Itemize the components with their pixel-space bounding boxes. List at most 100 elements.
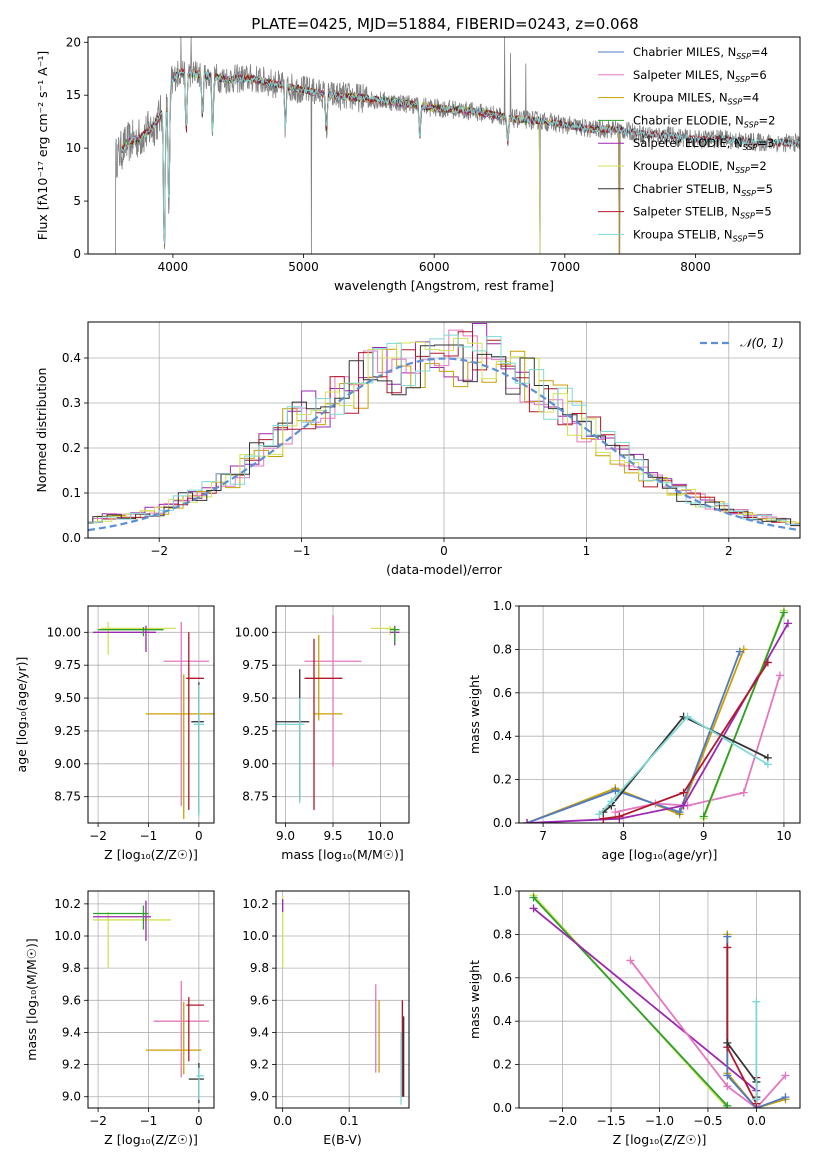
mass-weight-marker [529, 904, 538, 913]
y-tick-label: 0.6 [493, 686, 512, 700]
mass-weight-marker [675, 808, 684, 817]
mass-weight-line [615, 675, 781, 813]
errorbar-point [390, 627, 400, 643]
y-tick-label: 0.4 [493, 1014, 512, 1028]
y-axis-label: mass weight [467, 675, 482, 754]
x-tick-label: 1 [583, 544, 591, 558]
y-tick-label: 0.2 [493, 773, 512, 787]
x-tick-label: 8000 [680, 260, 711, 274]
mass-weight-marker [735, 647, 744, 656]
weight_vs_age-frame: 7 8 9 10 0.0 0.2 0.4 0.6 0.8 1.0 age [log₁₀(age/yr… [467, 599, 801, 862]
x-axis-label: mass [log₁₀(M/M☉)] [281, 847, 403, 862]
mass_vs_Z-frame: −2 −1 0 9.0 9.2 9.4 9.6 9.8 10.0 10.2 Z [log₁₀(Z/Z… [24, 890, 215, 1147]
y-tick-label: 9.75 [242, 658, 269, 672]
axes-frame [87, 36, 801, 255]
x-tick-label: 5000 [288, 260, 319, 274]
x-tick-label: 10.0 [367, 829, 394, 843]
normal-reference-curve [88, 357, 800, 532]
x-tick-label: 0.0 [273, 1114, 292, 1128]
mass-weight-marker [775, 671, 784, 680]
y-tick-label: 1.0 [493, 599, 512, 613]
y-tick-label: 9.2 [250, 1058, 269, 1072]
x-tick-label: 2 [725, 544, 733, 558]
y-tick-label: 0.8 [493, 927, 512, 941]
age_vs_mass-axes [276, 606, 409, 823]
x-axis-label: wavelength [Angstrom, rest frame] [334, 278, 554, 293]
x-tick-label: −1.5 [596, 1114, 625, 1128]
legend-label: 𝒩(0, 1) [740, 336, 784, 350]
mass-weight-marker [615, 812, 624, 821]
y-tick-label: 15 [66, 88, 81, 102]
axes-frame [87, 890, 215, 1109]
y-tick-label: 0.0 [493, 816, 512, 830]
mass_vs_ebv-plot-area [281, 895, 405, 1105]
errorbar-point [276, 669, 310, 801]
mass-weight-marker [723, 1071, 732, 1080]
y-tick-label: 0.4 [62, 351, 81, 365]
mass_vs_Z-plot-area [93, 900, 209, 1104]
mass-weight-marker [607, 797, 616, 806]
x-tick-label: −1 [140, 1114, 158, 1128]
mass-weight-marker [723, 1101, 732, 1108]
y-tick-label: 10 [66, 141, 81, 155]
mass-weight-marker [723, 943, 732, 952]
x-tick-label: 0.0 [747, 1114, 766, 1128]
y-axis-label: age [log₁₀(age/yr)] [14, 657, 29, 773]
model-spectrum-line [120, 68, 800, 246]
axes-frame [87, 605, 215, 824]
mass-weight-marker [739, 645, 748, 654]
legend-label: Chabrier STELIB, NSSP=5 [633, 182, 773, 198]
legend-label: Salpeter ELODIE, NSSP=3 [633, 136, 774, 152]
weight_vs_age-axes [519, 605, 800, 824]
mass-weight-line [526, 651, 741, 823]
mass-weight-marker [723, 1082, 732, 1091]
errorbar-point [98, 627, 164, 637]
y-axis-label: mass weight [467, 960, 482, 1039]
mass-weight-marker [763, 760, 772, 769]
y-tick-label: 9.8 [62, 961, 81, 975]
x-tick-label: 10 [776, 829, 791, 843]
y-tick-label: 10.00 [47, 625, 81, 639]
x-tick-label: 7 [539, 829, 547, 843]
age_vs_mass-frame: 9.0 9.5 10.0 8.75 9.00 9.25 9.50 9.75 10.00 mass … [235, 605, 410, 862]
errorbar-point [93, 900, 151, 941]
x-tick-label: 0 [195, 829, 203, 843]
errorbar-point [304, 638, 343, 810]
mass-weight-line [532, 896, 728, 1107]
mass-weight-marker [781, 1093, 790, 1102]
axes-frame [518, 605, 801, 824]
y-tick-label: 9.4 [62, 1025, 81, 1039]
y-tick-label: 0 [73, 247, 81, 261]
y-axis-label: Normed distribution [34, 368, 49, 493]
weight_vs_age-plot-area [523, 606, 792, 823]
mass-weight-line [526, 622, 789, 823]
legend-label: Kroupa STELIB, NSSP=5 [633, 227, 764, 243]
y-tick-label: 9.00 [242, 757, 269, 771]
mass-weight-marker [781, 1071, 790, 1080]
legend-label: Salpeter MILES, NSSP=6 [633, 68, 767, 84]
x-axis-label: Z [log₁₀(Z/Z☉)] [613, 1132, 707, 1147]
errorbar-point [193, 684, 204, 817]
mass-weight-marker [611, 808, 620, 817]
mass-weight-marker [783, 619, 792, 628]
y-tick-label: 0.2 [493, 1058, 512, 1072]
errorbar-point [314, 634, 343, 721]
y-tick-label: 8.75 [54, 790, 81, 804]
errorbar-point [153, 981, 209, 1078]
y-tick-label: 0.0 [62, 531, 81, 545]
x-tick-label: 9.5 [323, 829, 342, 843]
residuals-legend: 𝒩(0, 1) [700, 336, 784, 350]
y-tick-label: 0.8 [493, 642, 512, 656]
spectrum-frame: 4000 5000 6000 7000 8000 0 5 10 15 20 wavelength [… [35, 35, 801, 293]
mass-weight-line [629, 959, 787, 1108]
errorbar-point [188, 1062, 204, 1104]
x-tick-label: 4000 [158, 260, 189, 274]
x-tick-label: 9.0 [276, 829, 295, 843]
model-spectrum-line [120, 69, 620, 254]
y-tick-label: 10.00 [235, 625, 269, 639]
y-tick-label: 9.4 [250, 1025, 269, 1039]
y-tick-label: 9.75 [54, 658, 81, 672]
residual-histogram-step [88, 344, 800, 526]
y-tick-label: 9.25 [242, 724, 269, 738]
y-tick-label: 9.25 [54, 724, 81, 738]
